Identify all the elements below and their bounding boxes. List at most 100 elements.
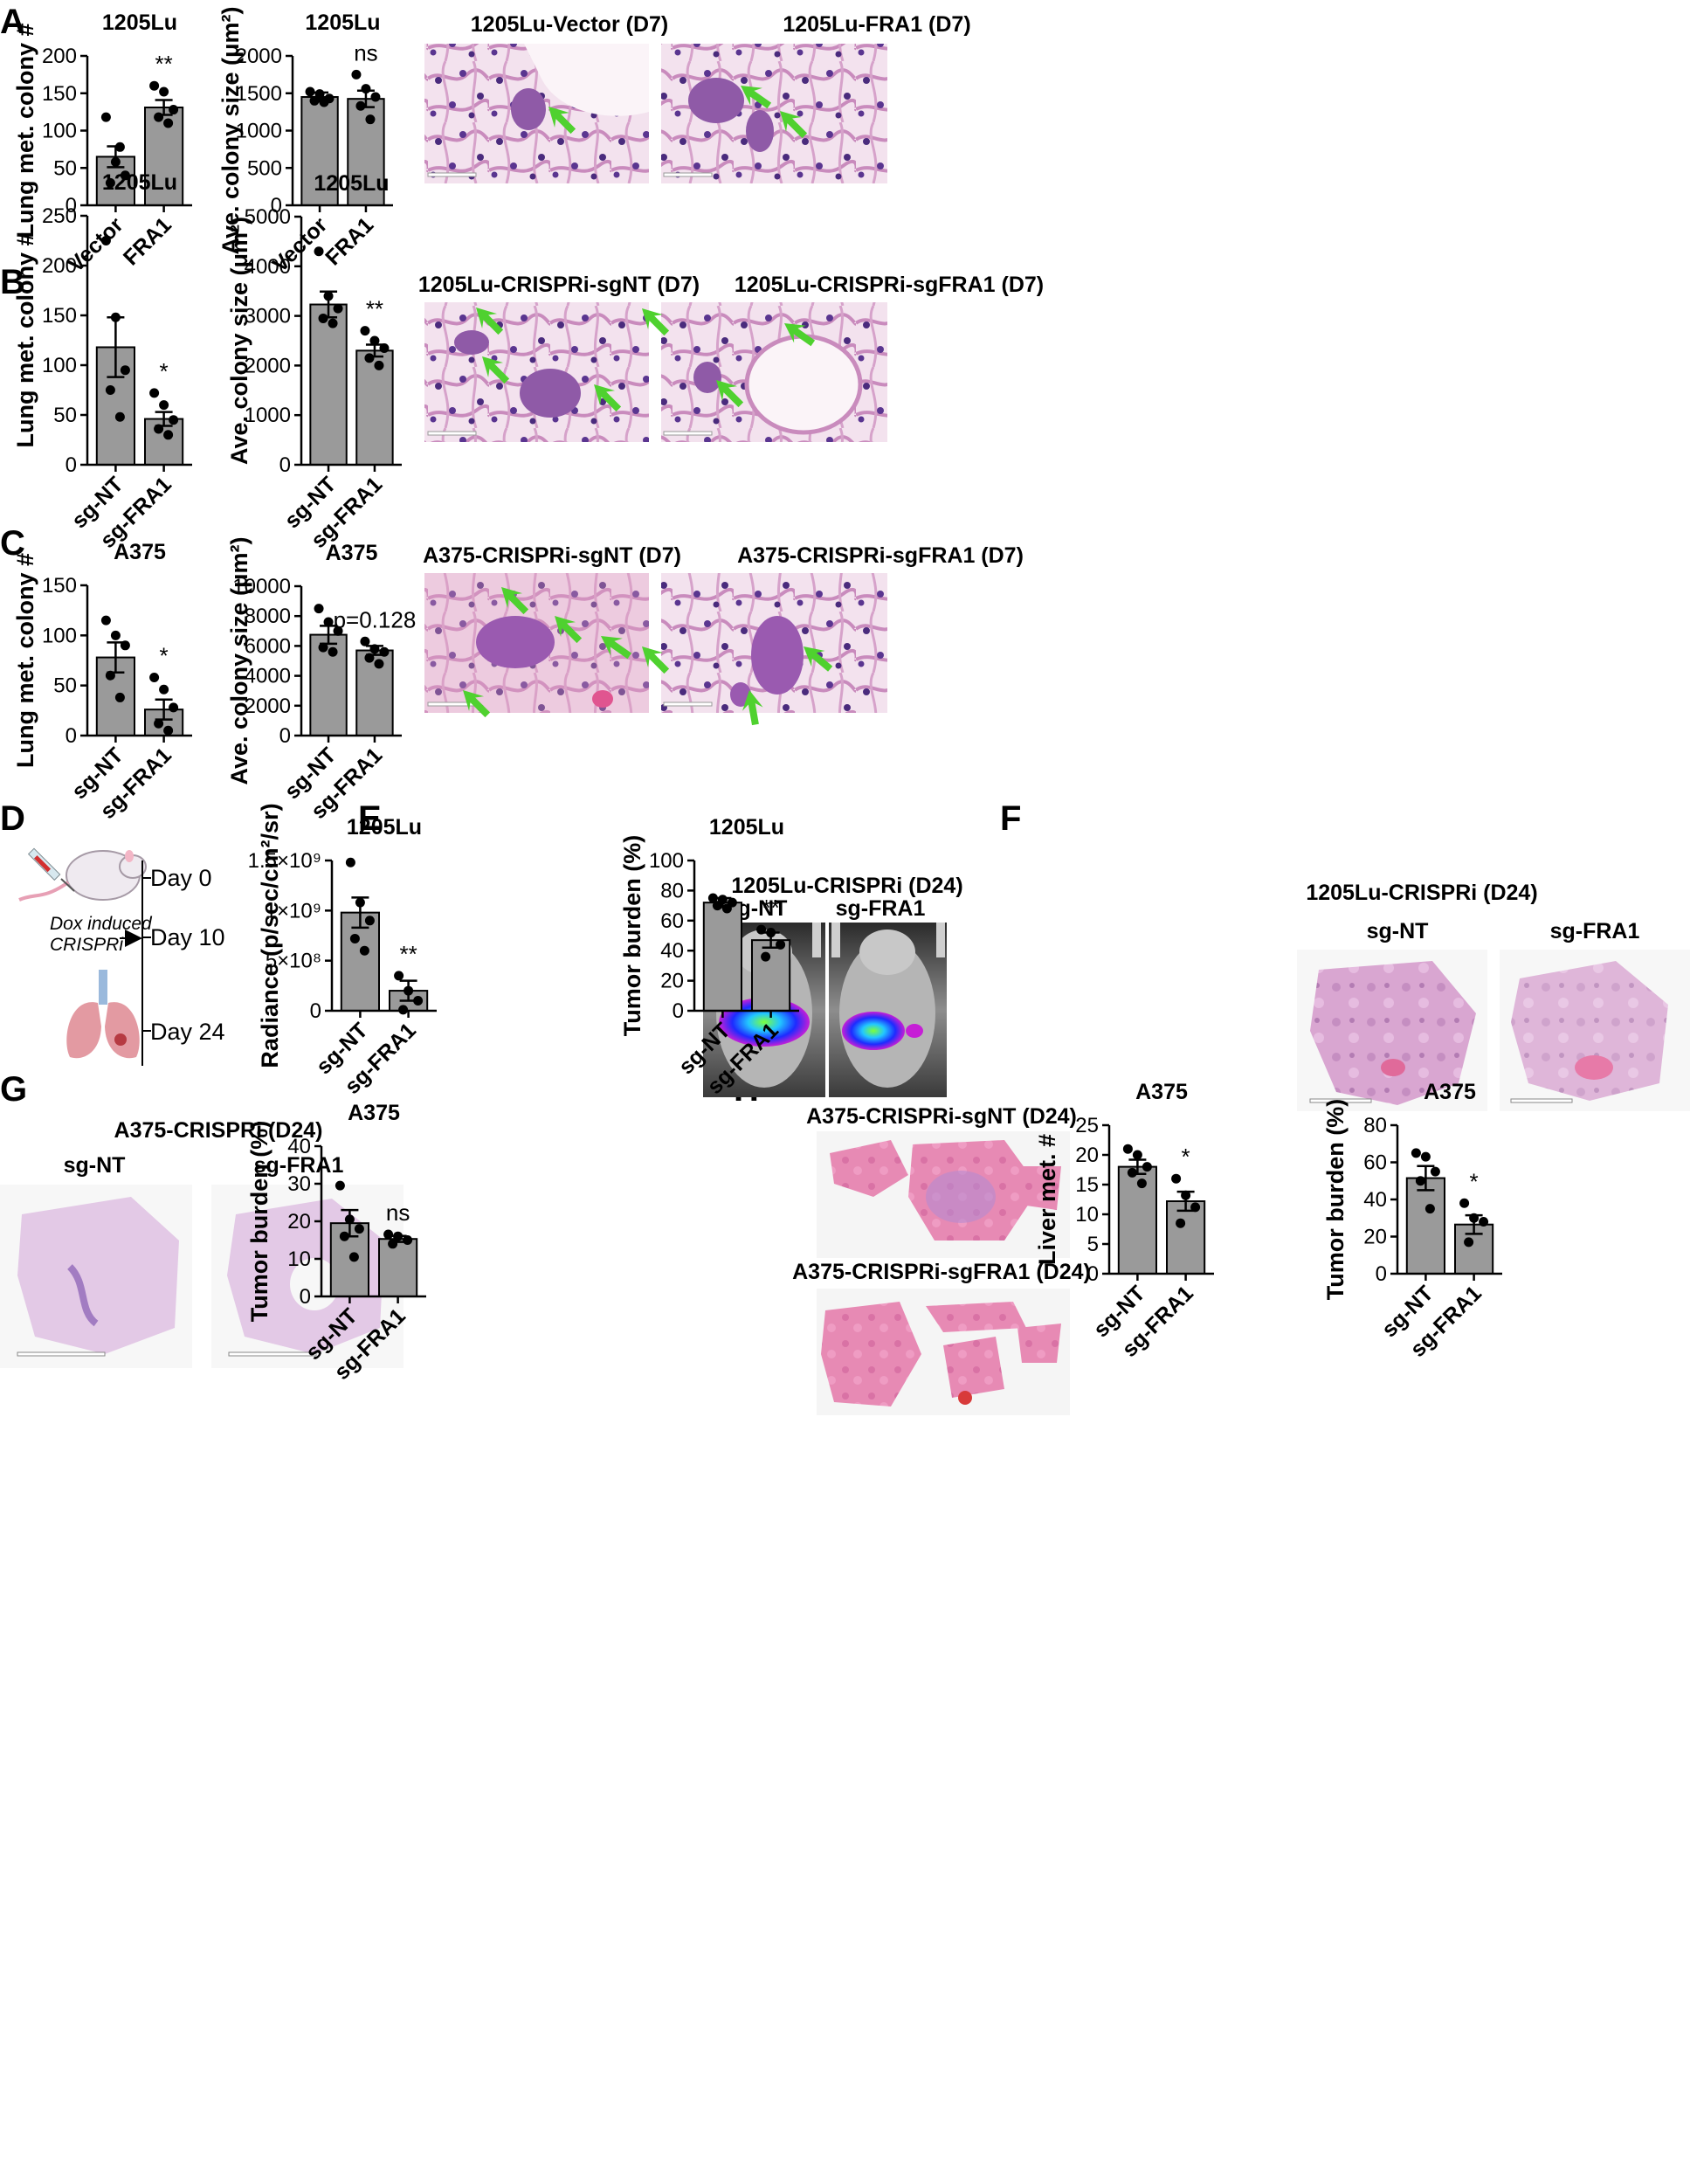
data-point <box>169 702 179 713</box>
timeline-day24: Day 24 <box>150 1019 225 1045</box>
data-point <box>1420 1151 1431 1162</box>
timeline-day10: Day 10 <box>150 924 225 950</box>
data-point <box>328 646 338 657</box>
significance-label: ** <box>366 296 383 322</box>
data-point <box>413 996 424 1006</box>
image-title-a-right: 1205Lu-FRA1 (D7) <box>783 12 970 37</box>
y-axis-label: Lung met. colony # <box>12 232 38 447</box>
significance-label: * <box>1470 1168 1479 1194</box>
data-point <box>318 642 328 653</box>
data-point <box>120 365 130 376</box>
data-point <box>369 644 380 654</box>
chart-e1: 1205Lu05×10⁸1×10⁹1.5×10⁹sg-NTsg-FRA1Radi… <box>248 803 437 1099</box>
green-arrow-icon <box>594 384 622 412</box>
bar-1 <box>355 349 394 466</box>
panel-label-e: E <box>358 799 382 838</box>
y-axis-label: Ave. colony size (μm²) <box>226 217 252 465</box>
green-arrow-icon <box>742 690 763 726</box>
significance-label: ns <box>386 1199 410 1226</box>
data-point <box>1142 1162 1152 1172</box>
histology-image-a-vector <box>424 44 649 183</box>
y-tick-label: 4000 <box>245 665 291 688</box>
y-tick-label: 1000 <box>236 120 282 143</box>
y-tick-label: 500 <box>247 156 282 180</box>
data-point <box>359 945 369 956</box>
timeline-note-line1: Dox induced <box>50 914 153 934</box>
green-arrow-icon <box>642 646 670 674</box>
panel-label-a: A <box>0 3 25 41</box>
y-tick-label: 1.5×10⁹ <box>248 849 321 873</box>
y-tick-label: 5×10⁸ <box>266 950 321 973</box>
y-axis-label: Tumor burden (%) <box>246 1121 272 1322</box>
data-point <box>309 95 320 106</box>
green-arrow-icon <box>501 587 529 615</box>
image-sub-g-sgnt: sg-NT <box>64 1153 126 1178</box>
y-tick-label: 100 <box>42 120 77 143</box>
data-point <box>1459 1198 1470 1208</box>
data-point <box>370 92 381 102</box>
y-tick-label: 0 <box>279 724 291 748</box>
data-point <box>404 985 414 996</box>
y-tick-label: 100 <box>42 624 77 647</box>
y-axis-label: Tumor burden (%) <box>1322 1099 1349 1300</box>
data-point <box>159 684 169 695</box>
data-point <box>1127 1167 1137 1178</box>
data-point <box>314 246 324 257</box>
data-point <box>1411 1148 1421 1158</box>
image-title-c-right: A375-CRISPRi-sgFRA1 (D7) <box>737 543 1024 568</box>
lungs-icon <box>66 970 140 1059</box>
data-point <box>776 939 786 950</box>
data-point <box>333 303 343 314</box>
data-point <box>163 430 174 440</box>
lung-section-f-sgnt <box>1297 950 1487 1111</box>
bar-0 <box>300 96 339 206</box>
data-point <box>323 617 334 627</box>
image-title-b-left: 1205Lu-CRISPRi-sgNT (D7) <box>418 273 700 297</box>
data-point <box>154 718 164 729</box>
y-tick-label: 0 <box>271 194 282 218</box>
image-title-b-right: 1205Lu-CRISPRi-sgFRA1 (D7) <box>735 273 1044 297</box>
bioluminescence-image-sgfra1 <box>829 923 947 1097</box>
y-tick-label: 2000 <box>236 45 282 68</box>
green-arrow-icon <box>476 308 504 335</box>
timeline-note-line2: CRISPRi <box>50 935 124 955</box>
chart-title: 1205Lu <box>305 10 380 35</box>
significance-label: ** <box>762 895 779 921</box>
y-tick-label: 150 <box>42 574 77 598</box>
y-tick-label: 10 <box>1075 1203 1099 1227</box>
y-tick-label: 0 <box>310 999 321 1023</box>
data-point <box>1469 1213 1480 1223</box>
y-tick-label: 1500 <box>236 82 282 106</box>
y-tick-label: 250 <box>42 204 77 228</box>
significance-label: ns <box>354 39 377 66</box>
y-tick-label: 10000 <box>232 575 291 598</box>
data-point <box>100 615 111 625</box>
significance-label: * <box>160 358 169 384</box>
y-axis-label: Liver met. # <box>1034 1134 1060 1265</box>
y-axis-label: Tumor burden (%) <box>619 835 645 1036</box>
y-tick-label: 5000 <box>245 205 291 229</box>
chart-title: 1205Lu <box>314 171 389 196</box>
y-tick-label: 20 <box>1363 1226 1387 1249</box>
y-tick-label: 150 <box>42 304 77 328</box>
data-point <box>120 170 130 181</box>
y-tick-label: 20 <box>1075 1144 1099 1167</box>
y-axis-label: Lung met. colony # <box>12 23 38 238</box>
data-point <box>100 112 111 122</box>
data-point <box>379 646 390 657</box>
y-tick-label: 150 <box>42 82 77 106</box>
green-arrow-icon <box>784 323 816 347</box>
bar-1 <box>144 418 184 466</box>
bar-0 <box>309 633 348 737</box>
data-point <box>163 725 174 736</box>
significance-label: p=0.128 <box>334 606 417 632</box>
data-point <box>394 971 404 981</box>
mouse-icon <box>18 850 147 902</box>
green-arrow-icon <box>716 380 744 408</box>
data-point <box>163 118 174 128</box>
data-point <box>388 1239 398 1249</box>
histology-image-b-sgnt <box>424 302 649 442</box>
y-tick-label: 0 <box>279 453 291 477</box>
data-point <box>169 415 179 425</box>
